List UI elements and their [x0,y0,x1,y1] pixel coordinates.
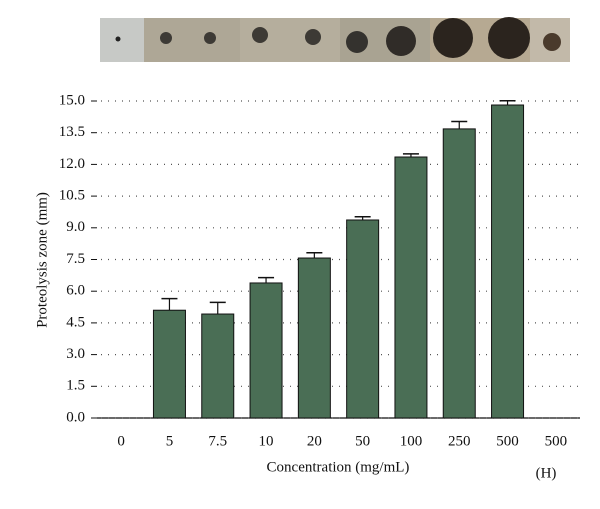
y-tick-label: 6.0 [66,283,85,299]
bar [152,309,186,419]
y-tick-label: 0.0 [66,409,85,425]
y-tick-label: 7.5 [66,251,85,267]
bar [249,282,283,419]
x-tick-label: 100 [400,433,423,449]
y-tick-label: 9.0 [66,219,85,235]
y-tick-label: 3.0 [66,346,85,362]
x-axis-label: Concentration (mg/mL) [267,459,410,475]
x-tick-label: 250 [448,433,471,449]
bar [297,257,331,419]
x-tick-label: 0 [117,433,125,449]
y-axis-label: Proteolysis zone (mm) [34,192,50,328]
x-tick-label: 10 [259,433,274,449]
bar [491,104,525,419]
x-tick-label: 20 [307,433,322,449]
y-tick-label: 13.5 [59,124,85,140]
x-tick-label: 7.5 [208,433,227,449]
annotation: (H) [536,465,557,481]
y-tick-label: 12.0 [59,156,85,172]
x-tick-label: 500 [545,433,568,449]
x-tick-label: 5 [166,433,174,449]
bar [201,313,235,419]
y-tick-label: 10.5 [59,188,85,204]
y-tick-label: 4.5 [66,314,85,330]
y-tick-label: 1.5 [66,378,85,394]
x-tick-label: 500 [496,433,519,449]
bar [394,156,428,419]
bar [442,128,476,419]
bar [346,219,380,419]
y-tick-label: 15.0 [59,92,85,108]
x-tick-label: 50 [355,433,370,449]
photo-strip [100,17,570,62]
